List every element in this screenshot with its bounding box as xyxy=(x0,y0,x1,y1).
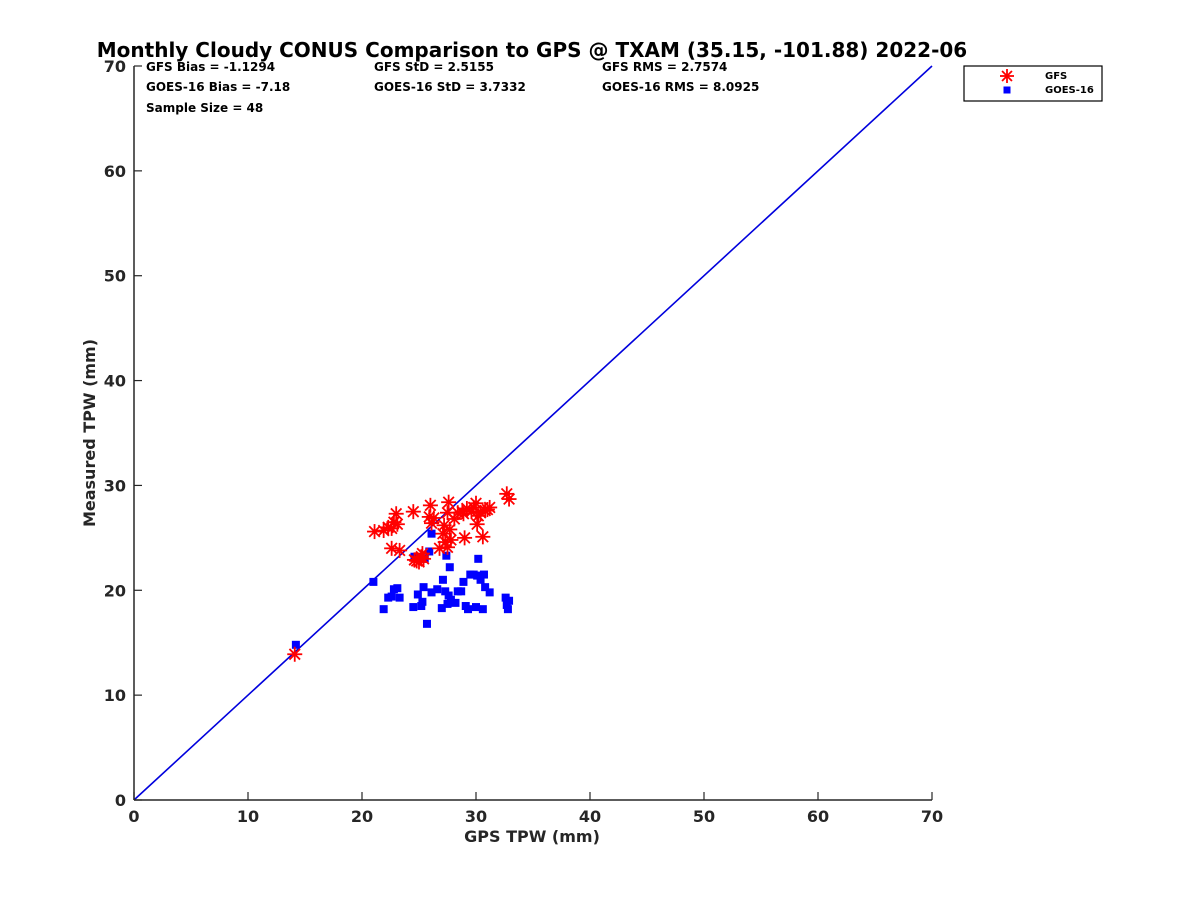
data-point xyxy=(457,530,473,546)
data-point xyxy=(425,547,434,556)
data-point xyxy=(442,551,451,560)
data-point xyxy=(472,603,480,612)
data-point xyxy=(503,605,512,614)
data-point xyxy=(474,554,483,563)
data-point xyxy=(395,593,404,602)
data-point xyxy=(424,515,440,531)
data-point xyxy=(427,529,436,538)
x-tick-label: 60 xyxy=(807,807,829,826)
data-point xyxy=(405,504,421,520)
data-point xyxy=(367,524,383,540)
data-point xyxy=(287,646,303,662)
x-tick-label: 20 xyxy=(351,807,373,826)
one-to-one-line xyxy=(133,65,933,801)
data-point xyxy=(481,583,490,592)
data-point xyxy=(438,575,447,584)
legend-marker xyxy=(1003,86,1011,94)
data-point xyxy=(505,596,514,605)
statistics-annotations: GFS Bias = -1.1294 GFS StD = 2.5155 GFS RM… xyxy=(146,60,759,115)
x-tick-label: 30 xyxy=(465,807,487,826)
stat-annotation: GOES-16 StD = 3.7332 xyxy=(374,80,526,94)
stat-annotation: GFS Bias = -1.1294 xyxy=(146,60,275,74)
data-point xyxy=(446,595,455,604)
y-tick-label: 10 xyxy=(104,686,126,705)
data-point xyxy=(473,571,482,580)
data-point xyxy=(387,592,396,601)
data-point xyxy=(413,590,422,599)
data-point xyxy=(479,502,495,518)
legend-label: GOES-16 xyxy=(1045,85,1094,96)
data-point xyxy=(464,605,473,614)
axes: 0 10 20 30 40 50 60 70 0 10 20 30 40 50 60 70 xyxy=(104,57,943,826)
legend: GFS GOES-16 xyxy=(963,65,1103,102)
data-point xyxy=(291,640,300,649)
legend-marker xyxy=(1000,69,1014,83)
data-point xyxy=(417,602,426,611)
stat-annotation: GOES-16 RMS = 8.0925 xyxy=(602,80,759,94)
data-point xyxy=(441,587,450,596)
data-point xyxy=(501,491,517,507)
data-point xyxy=(445,563,454,572)
plot-area: GFS Bias = -1.1294 GFS StD = 2.5155 GFS RM… xyxy=(133,60,933,801)
legend-label: GFS xyxy=(1045,71,1067,82)
data-point xyxy=(443,599,452,608)
y-axis-label: Measured TPW (mm) xyxy=(80,339,99,527)
data-point xyxy=(393,584,402,593)
data-point xyxy=(379,605,388,614)
data-point xyxy=(422,619,431,628)
series-gfs xyxy=(287,486,517,662)
data-point xyxy=(436,517,452,533)
x-axis-label: GPS TPW (mm) xyxy=(464,827,600,846)
stat-annotation: GFS StD = 2.5155 xyxy=(374,60,494,74)
data-point xyxy=(369,577,378,586)
data-point xyxy=(389,516,405,532)
data-point xyxy=(475,529,491,545)
x-tick-label: 0 xyxy=(128,807,139,826)
data-point xyxy=(409,603,418,612)
data-point xyxy=(444,591,453,600)
data-point xyxy=(455,506,471,522)
y-tick-label: 60 xyxy=(104,162,126,181)
series-goes-16 xyxy=(291,529,514,649)
y-tick-label: 0 xyxy=(115,791,126,810)
data-point xyxy=(478,605,487,614)
data-point xyxy=(440,539,455,555)
data-point xyxy=(476,575,485,584)
x-tick-label: 50 xyxy=(693,807,715,826)
y-tick-label: 30 xyxy=(104,476,126,495)
data-point xyxy=(418,597,427,606)
stat-annotation: GOES-16 Bias = -7.18 xyxy=(146,80,290,94)
data-point xyxy=(409,553,425,569)
x-tick-label: 10 xyxy=(237,807,259,826)
y-tick-label: 50 xyxy=(104,267,126,286)
y-tick-label: 20 xyxy=(104,581,126,600)
data-point xyxy=(502,600,511,609)
data-point xyxy=(451,598,460,607)
chart-title: Monthly Cloudy CONUS Comparison to GPS @… xyxy=(97,38,967,62)
data-point xyxy=(422,497,438,513)
data-point xyxy=(485,588,494,597)
x-tick-label: 70 xyxy=(921,807,943,826)
x-tick-label: 40 xyxy=(579,807,601,826)
data-point xyxy=(479,570,488,579)
data-point xyxy=(466,499,482,515)
data-point xyxy=(441,494,457,510)
legend-box xyxy=(963,65,1103,102)
y-tick-label: 70 xyxy=(104,57,126,76)
data-point xyxy=(427,588,436,597)
stat-annotation: Sample Size = 48 xyxy=(146,101,263,115)
data-point xyxy=(470,508,486,524)
data-point xyxy=(437,604,446,613)
data-point xyxy=(459,577,468,586)
data-point xyxy=(440,505,455,521)
stat-annotation: GFS RMS = 2.7574 xyxy=(602,60,727,74)
data-point xyxy=(388,506,404,522)
data-point xyxy=(419,583,428,592)
data-point xyxy=(457,587,466,596)
data-point xyxy=(392,542,408,558)
y-tick-label: 40 xyxy=(104,372,126,391)
data-point xyxy=(433,585,442,594)
